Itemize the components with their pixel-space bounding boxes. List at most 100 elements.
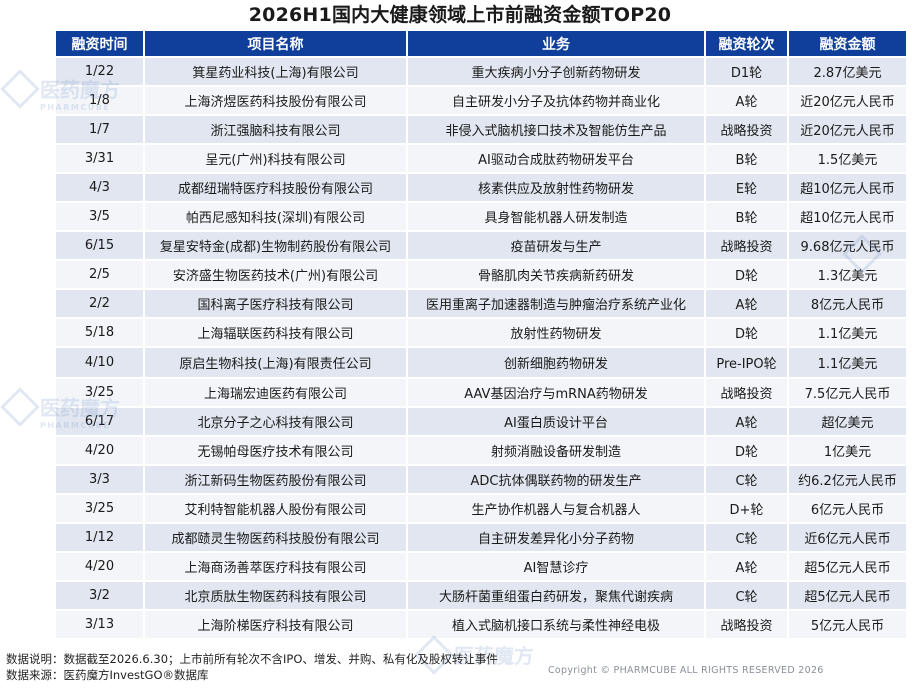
table-header-row: 融资时间 项目名称 业务 融资轮次 融资金额: [56, 31, 906, 57]
cell-date: 4/20: [56, 551, 145, 581]
cell-project: 上海济煜医药科技股份有限公司: [144, 85, 408, 115]
table-row: 4/10 原启生物科技(上海)有限责任公司 创新细胞药物研发 Pre-IPO轮 1.1亿…: [56, 346, 906, 378]
cell-amount: 1.1亿美元: [788, 317, 906, 347]
cell-round: A轮: [705, 85, 789, 115]
cell-round: D轮: [705, 259, 789, 289]
cell-amount: 超亿美元: [788, 406, 906, 436]
financing-table: 融资时间 项目名称 业务 融资轮次 融资金额 1/22 箕星药业科技(上海)有限公…: [56, 31, 906, 638]
cell-round: B轮: [705, 143, 789, 173]
cell-amount: 近20亿元人民币: [788, 85, 906, 115]
cell-business: 骨骼肌肉关节疾病新药研发: [407, 259, 706, 289]
table-row: 2/2 国科离子医疗科技有限公司 医用重离子加速器制造与肿瘤治疗系统产业化 A轮 8亿元…: [56, 288, 906, 318]
table-row: 3/13 上海阶梯医疗科技有限公司 植入式脑机接口系统与柔性神经电极 战略投资 5亿元人…: [56, 609, 906, 638]
cell-project: 成都纽瑞特医疗科技股份有限公司: [144, 172, 408, 202]
table-row: 6/17 北京分子之心科技有限公司 AI蛋白质设计平台 A轮 超亿美元: [56, 406, 906, 436]
table-row: 4/20 上海商汤善萃医疗科技有限公司 AI智慧诊疗 A轮 超5亿元人民币: [56, 551, 906, 581]
cell-round: D1轮: [705, 56, 789, 86]
header-business: 业务: [407, 31, 706, 57]
table-row: 4/3 成都纽瑞特医疗科技股份有限公司 核素供应及放射性药物研发 E轮 超10亿元人民币: [56, 172, 906, 202]
cell-business: 非侵入式脑机接口技术及智能仿生产品: [407, 114, 706, 144]
cell-business: 医用重离子加速器制造与肿瘤治疗系统产业化: [407, 288, 706, 318]
cell-date: 3/25: [56, 493, 145, 523]
cell-round: E轮: [705, 172, 789, 202]
cell-round: C轮: [705, 580, 789, 610]
cell-business: ADC抗体偶联药物的研发生产: [407, 464, 706, 494]
cell-business: AI驱动合成肽药物研发平台: [407, 143, 706, 173]
cube-icon: [0, 68, 40, 109]
cell-round: D+轮: [705, 493, 789, 523]
cell-amount: 约6.2亿元人民币: [788, 464, 906, 494]
cell-amount: 1亿美元: [788, 435, 906, 465]
cell-amount: 超10亿元人民币: [788, 201, 906, 231]
cell-date: 2/2: [56, 288, 145, 318]
cell-project: 呈元(广州)科技有限公司: [144, 143, 408, 173]
cell-business: 疫苗研发与生产: [407, 230, 706, 260]
cell-project: 北京分子之心科技有限公司: [144, 406, 408, 436]
cell-round: Pre-IPO轮: [705, 346, 789, 378]
header-date: 融资时间: [56, 31, 145, 57]
cell-project: 艾利特智能机器人股份有限公司: [144, 493, 408, 523]
cell-project: 北京质肽生物医药科技有限公司: [144, 580, 408, 610]
cell-date: 3/3: [56, 464, 145, 494]
cell-date: 5/18: [56, 317, 145, 347]
table-row: 1/8 上海济煜医药科技股份有限公司 自主研发小分子及抗体药物并商业化 A轮 近20亿元…: [56, 85, 906, 115]
cell-amount: 超10亿元人民币: [788, 172, 906, 202]
cell-amount: 1.5亿美元: [788, 143, 906, 173]
cell-round: A轮: [705, 551, 789, 581]
table-row: 3/25 上海瑞宏迪医药有限公司 AAV基因治疗与mRNA药物研发 战略投资 7.5亿元…: [56, 377, 906, 407]
cell-project: 安济盛生物医药技术(广州)有限公司: [144, 259, 408, 289]
cell-business: 重大疾病小分子创新药物研发: [407, 56, 706, 86]
cell-date: 1/22: [56, 56, 145, 86]
cell-business: AI蛋白质设计平台: [407, 406, 706, 436]
data-note: 数据说明：数据截至2026.6.30；上市前所有轮次不含IPO、增发、并购、私有…: [6, 652, 498, 666]
cell-round: C轮: [705, 464, 789, 494]
cell-amount: 2.87亿美元: [788, 56, 906, 86]
table-row: 5/18 上海辐联医药科技有限公司 放射性药物研发 D轮 1.1亿美元: [56, 317, 906, 347]
cube-icon: [0, 386, 40, 427]
cell-project: 原启生物科技(上海)有限责任公司: [144, 346, 408, 378]
cell-business: AI智慧诊疗: [407, 551, 706, 581]
cell-round: D轮: [705, 317, 789, 347]
cell-round: 战略投资: [705, 377, 789, 407]
footnotes: 数据说明：数据截至2026.6.30；上市前所有轮次不含IPO、增发、并购、私有…: [6, 651, 498, 683]
page-title: 2026H1国内大健康领域上市前融资金额TOP20: [248, 4, 672, 26]
cell-project: 浙江新码生物医药股份有限公司: [144, 464, 408, 494]
cell-date: 3/13: [56, 609, 145, 638]
cell-project: 上海阶梯医疗科技有限公司: [144, 609, 408, 638]
cell-amount: 近6亿元人民币: [788, 522, 906, 552]
table-row: 1/12 成都赜灵生物医药科技股份有限公司 自主研发差异化小分子药物 C轮 近6亿元人民…: [56, 522, 906, 552]
cell-round: 战略投资: [705, 114, 789, 144]
cell-amount: 9.68亿元人民币: [788, 230, 906, 260]
cell-date: 4/20: [56, 435, 145, 465]
cell-project: 上海辐联医药科技有限公司: [144, 317, 408, 347]
table-row: 1/22 箕星药业科技(上海)有限公司 重大疾病小分子创新药物研发 D1轮 2.87亿美…: [56, 56, 906, 86]
cell-date: 4/3: [56, 172, 145, 202]
cell-business: 放射性药物研发: [407, 317, 706, 347]
cell-date: 3/5: [56, 201, 145, 231]
cell-date: 2/5: [56, 259, 145, 289]
cell-project: 浙江强脑科技有限公司: [144, 114, 408, 144]
cell-business: AAV基因治疗与mRNA药物研发: [407, 377, 706, 407]
cell-amount: 超5亿元人民币: [788, 551, 906, 581]
table-row: 2/5 安济盛生物医药技术(广州)有限公司 骨骼肌肉关节疾病新药研发 D轮 1.3亿美元: [56, 259, 906, 289]
data-source: 数据来源：医药魔方InvestGO®数据库: [6, 668, 209, 682]
cell-business: 植入式脑机接口系统与柔性神经电极: [407, 609, 706, 638]
table-body: 1/22 箕星药业科技(上海)有限公司 重大疾病小分子创新药物研发 D1轮 2.87亿美…: [56, 56, 906, 638]
cell-round: C轮: [705, 522, 789, 552]
table-row: 1/7 浙江强脑科技有限公司 非侵入式脑机接口技术及智能仿生产品 战略投资 近20亿元人…: [56, 114, 906, 144]
cell-amount: 1.3亿美元: [788, 259, 906, 289]
cell-project: 帕西尼感知科技(深圳)有限公司: [144, 201, 408, 231]
cell-date: 3/2: [56, 580, 145, 610]
cell-date: 1/7: [56, 114, 145, 144]
cell-amount: 超5亿元人民币: [788, 580, 906, 610]
header-round: 融资轮次: [705, 31, 789, 57]
cell-round: A轮: [705, 406, 789, 436]
table-row: 3/31 呈元(广州)科技有限公司 AI驱动合成肽药物研发平台 B轮 1.5亿美元: [56, 143, 906, 173]
cell-amount: 近20亿元人民币: [788, 114, 906, 144]
cell-round: B轮: [705, 201, 789, 231]
cell-round: D轮: [705, 435, 789, 465]
cell-project: 上海商汤善萃医疗科技有限公司: [144, 551, 408, 581]
table-row: 4/20 无锡帕母医疗技术有限公司 射频消融设备研发制造 D轮 1亿美元: [56, 435, 906, 465]
cell-round: A轮: [705, 288, 789, 318]
cell-round: 战略投资: [705, 609, 789, 638]
